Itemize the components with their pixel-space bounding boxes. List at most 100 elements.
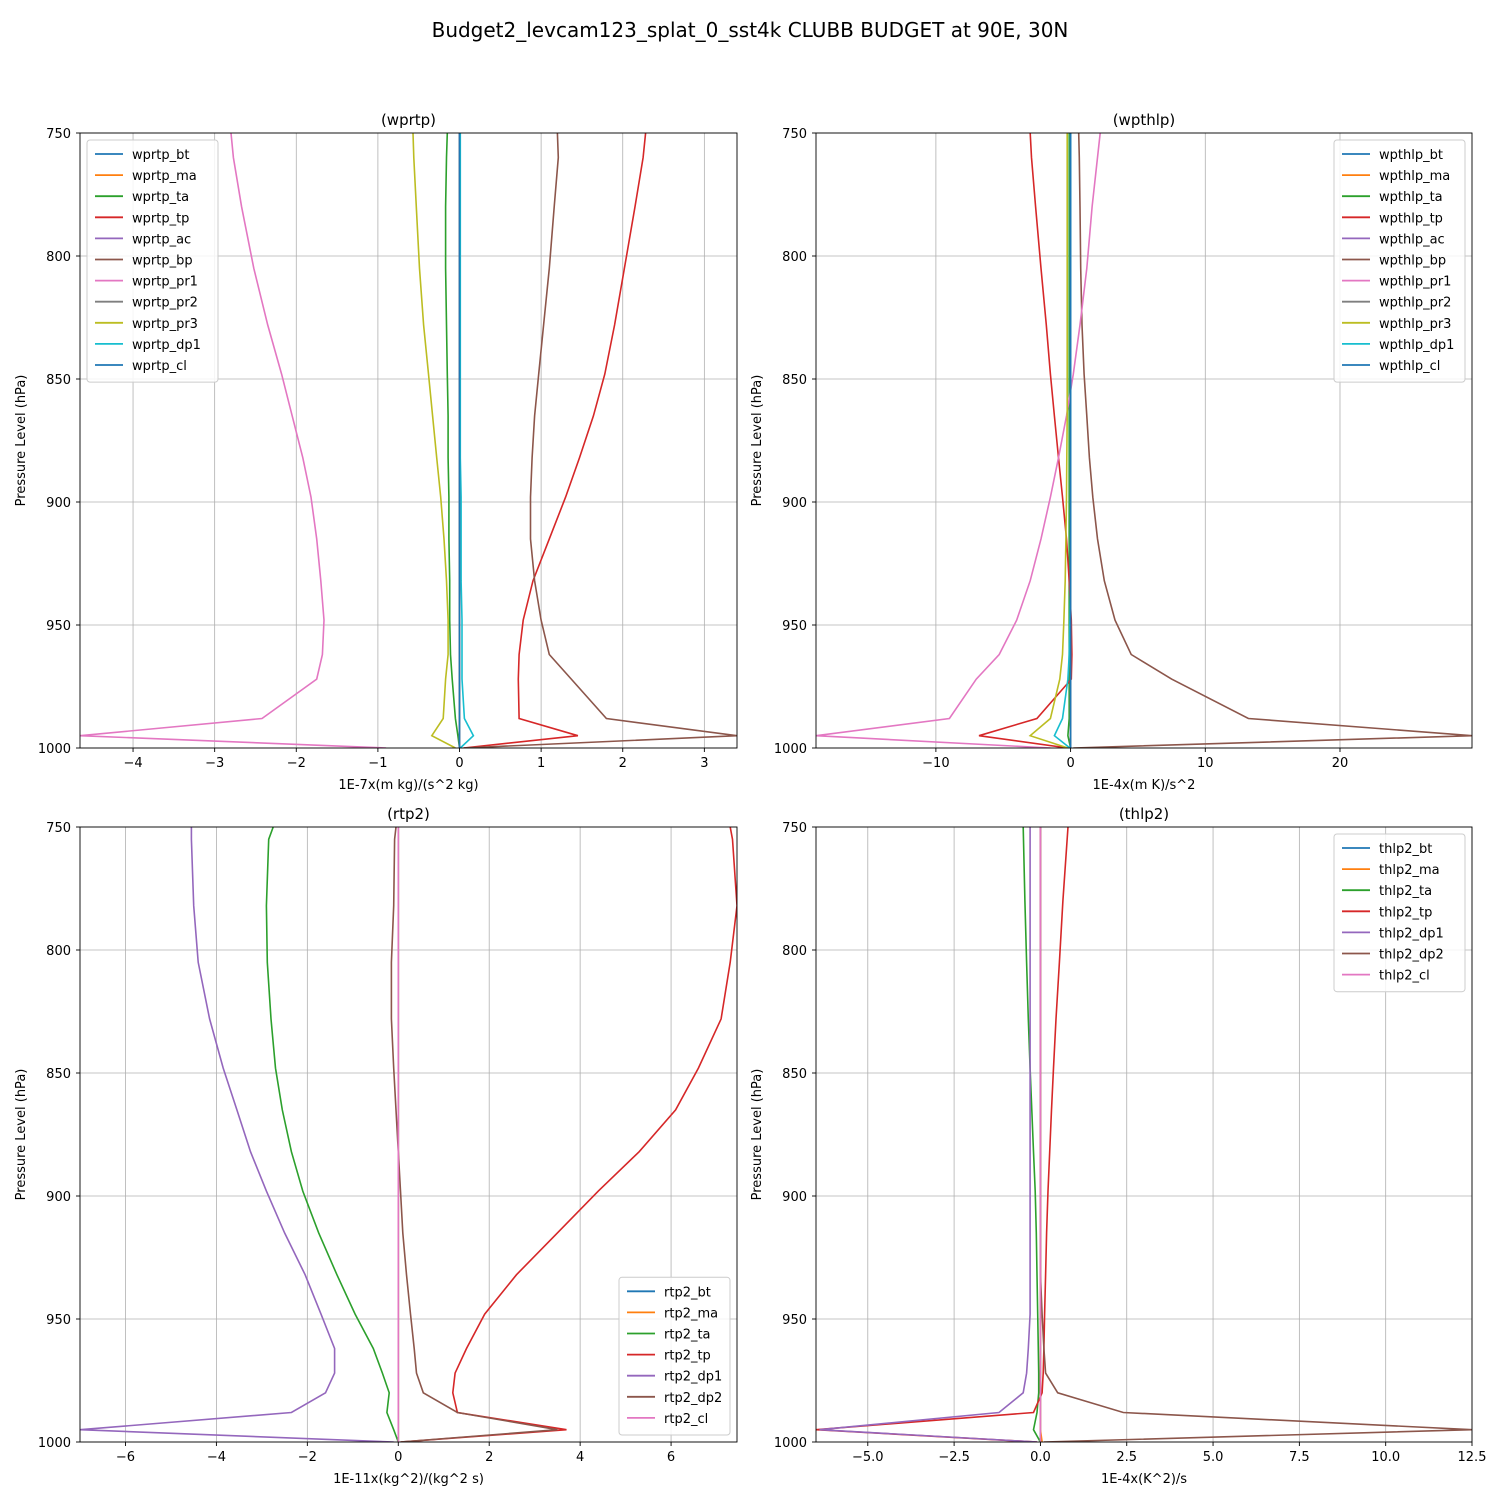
legend-label-rtp2_dp2: rtp2_dp2 bbox=[664, 1391, 722, 1406]
series-line-wprtp_bp bbox=[463, 133, 737, 748]
legend-label-rtp2_ma: rtp2_ma bbox=[664, 1306, 718, 1321]
x-tick-label: −2.5 bbox=[938, 1450, 970, 1465]
legend-box bbox=[1333, 833, 1466, 993]
x-tick-label: −1 bbox=[368, 756, 387, 771]
series-line-wprtp_ta bbox=[444, 133, 461, 748]
legend-label-wprtp_dp1: wprtp_dp1 bbox=[132, 338, 201, 353]
panels-group: −4 −3 −2 −1 0 1 2 37508008509009501000(wprtp)1E… bbox=[14, 111, 1486, 1487]
legend-label-wpthlp_pr3: wpthlp_pr3 bbox=[1379, 317, 1451, 332]
x-tick-label: −4 bbox=[123, 756, 142, 771]
y-axis-label: Pressure Level (hPa) bbox=[14, 1069, 29, 1201]
legend-label-wprtp_tp: wprtp_tp bbox=[132, 211, 189, 226]
legend: thlp2_bt thlp2_ma thlp2_ta thlp2_tp thlp2_dp… bbox=[1333, 833, 1466, 993]
legend-label-wpthlp_dp1: wpthlp_dp1 bbox=[1379, 338, 1454, 353]
legend-label-wprtp_bp: wprtp_bp bbox=[132, 254, 193, 269]
axes-frame bbox=[815, 826, 1473, 1443]
x-tick-label: 12.5 bbox=[1458, 1450, 1487, 1465]
y-tick-label: 900 bbox=[782, 496, 807, 511]
x-tick-label: 10 bbox=[1197, 756, 1214, 771]
series-line-wpthlp_tp bbox=[978, 133, 1073, 748]
series-lines bbox=[80, 133, 737, 748]
series-line-rtp2_dp1 bbox=[80, 827, 394, 1442]
legend: wpthlp_bt wpthlp_ma wpthlp_ta wpthlp_tpwpth… bbox=[1333, 139, 1466, 383]
x-tick-label: 7.5 bbox=[1289, 1450, 1310, 1465]
series-line-wprtp_pr1 bbox=[80, 133, 387, 748]
legend-label-thlp2_cl: thlp2_cl bbox=[1379, 969, 1430, 984]
legend: wprtp_bt wprtp_ma wprtp_ta wprtp_tp wprtp_ac… bbox=[86, 139, 219, 383]
series-line-thlp2_dp1 bbox=[819, 827, 1038, 1442]
legend-label-wpthlp_ma: wpthlp_ma bbox=[1379, 169, 1450, 184]
legend: rtp2_bt rtp2_ma rtp2_ta rtp2_tp rtp2_dp1 rtp2… bbox=[618, 1276, 731, 1436]
series-line-wpthlp_pr3 bbox=[1028, 133, 1069, 748]
series-line-wprtp_tp bbox=[463, 133, 647, 748]
y-tick-label: 850 bbox=[46, 1067, 71, 1082]
y-tick-label: 750 bbox=[782, 127, 807, 142]
panel-4: −5.0 −2.5 0.0 2.5 5.0 7.5 10.0 12.5 750 800 850 900… bbox=[750, 805, 1486, 1487]
x-tick-label: −10 bbox=[922, 756, 949, 771]
x-tick-label: 2 bbox=[485, 1450, 493, 1465]
legend-label-wpthlp_tp: wpthlp_tp bbox=[1379, 211, 1443, 226]
legend-label-wprtp_pr1: wprtp_pr1 bbox=[132, 275, 198, 290]
y-tick-label: 750 bbox=[46, 127, 71, 142]
series-line-rtp2_ta bbox=[265, 827, 400, 1442]
legend-label-wpthlp_cl: wpthlp_cl bbox=[1379, 359, 1440, 374]
legend-label-rtp2_ta: rtp2_ta bbox=[664, 1328, 711, 1343]
legend-label-thlp2_bt: thlp2_bt bbox=[1379, 842, 1432, 857]
x-tick-label: 10.0 bbox=[1371, 1450, 1400, 1465]
y-axis-label: Pressure Level (hPa) bbox=[750, 375, 765, 507]
series-line-thlp2_tp bbox=[816, 827, 1069, 1442]
y-tick-label: 1000 bbox=[38, 1436, 71, 1451]
legend-label-wprtp_bt: wprtp_bt bbox=[132, 148, 189, 163]
y-tick-label: 1000 bbox=[774, 1436, 807, 1451]
x-tick-label: −6 bbox=[116, 1450, 135, 1465]
series-line-wpthlp_pr1 bbox=[816, 133, 1101, 748]
series-line-wpthlp_bp bbox=[1073, 133, 1472, 748]
panel-title: (wpthlp) bbox=[1113, 111, 1176, 129]
x-tick-label: 0 bbox=[1066, 756, 1074, 771]
legend-label-thlp2_dp1: thlp2_dp1 bbox=[1379, 926, 1444, 941]
axes-frame bbox=[79, 826, 738, 1443]
x-tick-label: −5.0 bbox=[852, 1450, 884, 1465]
x-tick-label: −3 bbox=[205, 756, 224, 771]
y-tick-label: 850 bbox=[46, 373, 71, 388]
legend-label-wprtp_pr3: wprtp_pr3 bbox=[132, 317, 198, 332]
x-tick-label: −2 bbox=[287, 756, 306, 771]
series-line-wpthlp_ta bbox=[1067, 133, 1072, 748]
x-tick-label: 0 bbox=[455, 756, 463, 771]
x-axis-label: 1E-4x(K^2)/s bbox=[1101, 1472, 1187, 1487]
y-tick-label: 800 bbox=[782, 944, 807, 959]
y-tick-label: 850 bbox=[782, 1067, 807, 1082]
legend-label-wprtp_ta: wprtp_ta bbox=[132, 190, 189, 205]
series-line-rtp2_tp bbox=[400, 827, 737, 1442]
y-tick-label: 950 bbox=[46, 619, 71, 634]
legend-label-wpthlp_bt: wpthlp_bt bbox=[1379, 148, 1443, 163]
x-tick-label: 6 bbox=[667, 1450, 675, 1465]
y-tick-label: 800 bbox=[46, 944, 71, 959]
series-lines bbox=[816, 827, 1472, 1442]
legend-box bbox=[86, 139, 219, 383]
series-line-rtp2_dp2 bbox=[390, 827, 558, 1442]
y-tick-label: 800 bbox=[782, 250, 807, 265]
axes-frame bbox=[815, 132, 1473, 749]
panel-1: −4 −3 −2 −1 0 1 2 3 750 800 850 900 950 1000 (wprtp) 1E… bbox=[14, 111, 738, 793]
x-tick-label: 5.0 bbox=[1203, 1450, 1224, 1465]
panel-2: −10 0 10 20 750 800 850 900 950 1000 (wpthlp) 1E-4x… bbox=[750, 111, 1473, 793]
legend-label-rtp2_dp1: rtp2_dp1 bbox=[664, 1370, 722, 1385]
y-tick-label: 750 bbox=[46, 821, 71, 836]
panel-title: (wprtp) bbox=[381, 111, 436, 129]
legend-box bbox=[1333, 139, 1466, 383]
y-tick-label: 900 bbox=[46, 496, 71, 511]
legend-label-thlp2_dp2: thlp2_dp2 bbox=[1379, 948, 1444, 963]
legend-label-rtp2_cl: rtp2_cl bbox=[664, 1412, 708, 1427]
x-tick-label: 3 bbox=[700, 756, 708, 771]
y-tick-label: 1000 bbox=[774, 742, 807, 757]
panel-title: (thlp2) bbox=[1119, 805, 1169, 823]
legend-label-thlp2_tp: thlp2_tp bbox=[1379, 905, 1432, 920]
y-tick-label: 900 bbox=[782, 1190, 807, 1205]
legend-label-wpthlp_ta: wpthlp_ta bbox=[1379, 190, 1443, 205]
series-lines bbox=[80, 827, 737, 1442]
legend-label-thlp2_ta: thlp2_ta bbox=[1379, 884, 1432, 899]
panel-title: (rtp2) bbox=[387, 805, 430, 823]
